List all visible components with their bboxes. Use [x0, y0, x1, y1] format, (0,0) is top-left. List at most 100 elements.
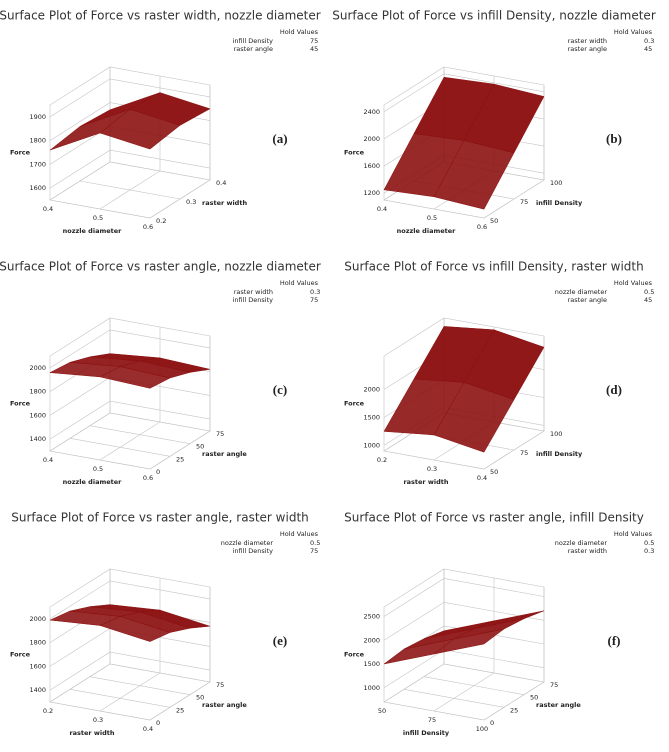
y-tick-label: 75 — [520, 449, 528, 457]
y-grid-line — [443, 663, 545, 683]
hold-name: infill Density — [233, 296, 274, 304]
z-tick-label: 2000 — [29, 364, 46, 372]
z-tick-label: 2000 — [363, 386, 380, 394]
y-axis-label: raster angle — [202, 450, 247, 458]
wall-edge — [49, 568, 211, 702]
z-tick-label: 2000 — [363, 135, 380, 143]
x-tick-label: 0.2 — [377, 456, 387, 464]
z-grid-line — [49, 400, 211, 440]
z-tick-label: 1800 — [29, 137, 46, 145]
hold-name: raster angle — [568, 296, 607, 304]
hold-name: nozzle diameter — [221, 539, 274, 547]
y-axis-label: infill Density — [536, 450, 583, 458]
hold-title: Hold Values — [280, 28, 319, 36]
panel-label: (c) — [273, 382, 287, 397]
x-grid-line — [99, 578, 161, 712]
hold-value: 0.5 — [310, 539, 320, 547]
x-tick-label: 0.4 — [43, 456, 53, 464]
x-tick-label: 0.2 — [43, 707, 53, 715]
z-axis-label: Force — [344, 400, 365, 408]
x-tick-label: 0.4 — [477, 474, 487, 482]
x-tick-label: 100 — [476, 725, 488, 733]
hold-value: 0.5 — [644, 539, 654, 547]
z-tick-label: 1500 — [363, 660, 380, 668]
x-tick-label: 0.4 — [377, 205, 387, 213]
z-tick-label: 2000 — [363, 636, 380, 644]
y-grid-line — [89, 676, 191, 695]
hold-title: Hold Values — [280, 530, 319, 538]
y-tick-label: 0 — [156, 719, 160, 727]
hold-value: 45 — [310, 45, 318, 53]
hold-value: 0.3 — [644, 37, 654, 45]
z-axis-label: Force — [344, 149, 365, 157]
hold-value: 75 — [310, 547, 318, 555]
z-tick-label: 1400 — [29, 435, 46, 443]
x-tick-label: 0.6 — [477, 223, 487, 231]
y-tick-label: 50 — [490, 468, 498, 476]
x-tick-label: 0.5 — [427, 214, 437, 222]
panel-label: (f) — [608, 633, 621, 648]
chart-title: Surface Plot of Force vs raster angle, n… — [0, 260, 321, 274]
hold-name: infill Density — [233, 547, 274, 555]
y-tick-label: 100 — [550, 430, 562, 438]
y-axis-label: raster angle — [536, 701, 581, 709]
z-tick-label: 1600 — [29, 411, 46, 419]
hold-name: infill Density — [233, 37, 274, 45]
hold-name: nozzle diameter — [555, 539, 608, 547]
z-tick-label: 1900 — [29, 113, 46, 121]
chart-title: Surface Plot of Force vs raster angle, r… — [11, 511, 309, 525]
y-grid-line — [49, 450, 151, 470]
y-tick-label: 50 — [530, 694, 538, 702]
chart-title: Surface Plot of Force vs raster angle, i… — [344, 511, 644, 525]
y-grid-line — [383, 199, 485, 219]
z-tick-label: 1000 — [363, 441, 380, 449]
hold-value: 45 — [644, 45, 652, 53]
y-grid-line — [423, 676, 525, 695]
z-grid-line — [49, 149, 211, 189]
y-tick-label: 0.4 — [216, 179, 226, 187]
hold-value: 75 — [310, 296, 318, 304]
hold-title: Hold Values — [614, 530, 653, 538]
x-axis-label: nozzle diameter — [397, 227, 457, 235]
z-tick-label: 1700 — [29, 160, 46, 168]
x-axis-label: raster width — [403, 478, 448, 486]
y-grid-line — [109, 663, 211, 683]
x-tick-label: 0.4 — [143, 725, 153, 733]
hold-title: Hold Values — [614, 28, 653, 36]
x-tick-label: 0.6 — [143, 474, 153, 482]
z-tick-label: 2500 — [363, 613, 380, 621]
surface-patch — [433, 140, 515, 210]
y-grid-line — [383, 450, 485, 470]
surface-patch — [99, 366, 171, 389]
y-axis-label: infill Density — [536, 199, 583, 207]
x-tick-label: 0.5 — [93, 214, 103, 222]
y-tick-label: 0 — [156, 468, 160, 476]
z-tick-label: 1600 — [29, 662, 46, 670]
panel-label: (a) — [272, 131, 287, 146]
x-grid-line — [49, 318, 111, 452]
hold-value: 75 — [310, 37, 318, 45]
z-tick-label: 1800 — [29, 639, 46, 647]
z-tick-label: 1600 — [363, 162, 380, 170]
x-tick-label: 75 — [428, 716, 436, 724]
z-axis-label: Force — [10, 149, 31, 157]
y-grid-line — [49, 701, 151, 721]
z-axis-label: Force — [344, 651, 365, 659]
y-tick-label: 0.3 — [186, 198, 196, 206]
z-tick-label: 1800 — [29, 388, 46, 396]
surface-patch — [433, 381, 515, 453]
y-grid-line — [109, 161, 211, 181]
z-grid-line — [49, 651, 211, 691]
y-grid-line — [69, 689, 171, 708]
chart-title: Surface Plot of Force vs infill Density,… — [332, 9, 656, 23]
hold-name: raster angle — [234, 45, 273, 53]
y-tick-label: 0.2 — [156, 217, 166, 225]
y-grid-line — [89, 425, 191, 444]
hold-value: 0.3 — [644, 547, 654, 555]
surface-patch — [99, 616, 171, 642]
panel-label: (d) — [606, 382, 622, 397]
y-grid-line — [403, 689, 505, 708]
x-axis-label: nozzle diameter — [63, 478, 123, 486]
x-grid-line — [49, 569, 111, 703]
